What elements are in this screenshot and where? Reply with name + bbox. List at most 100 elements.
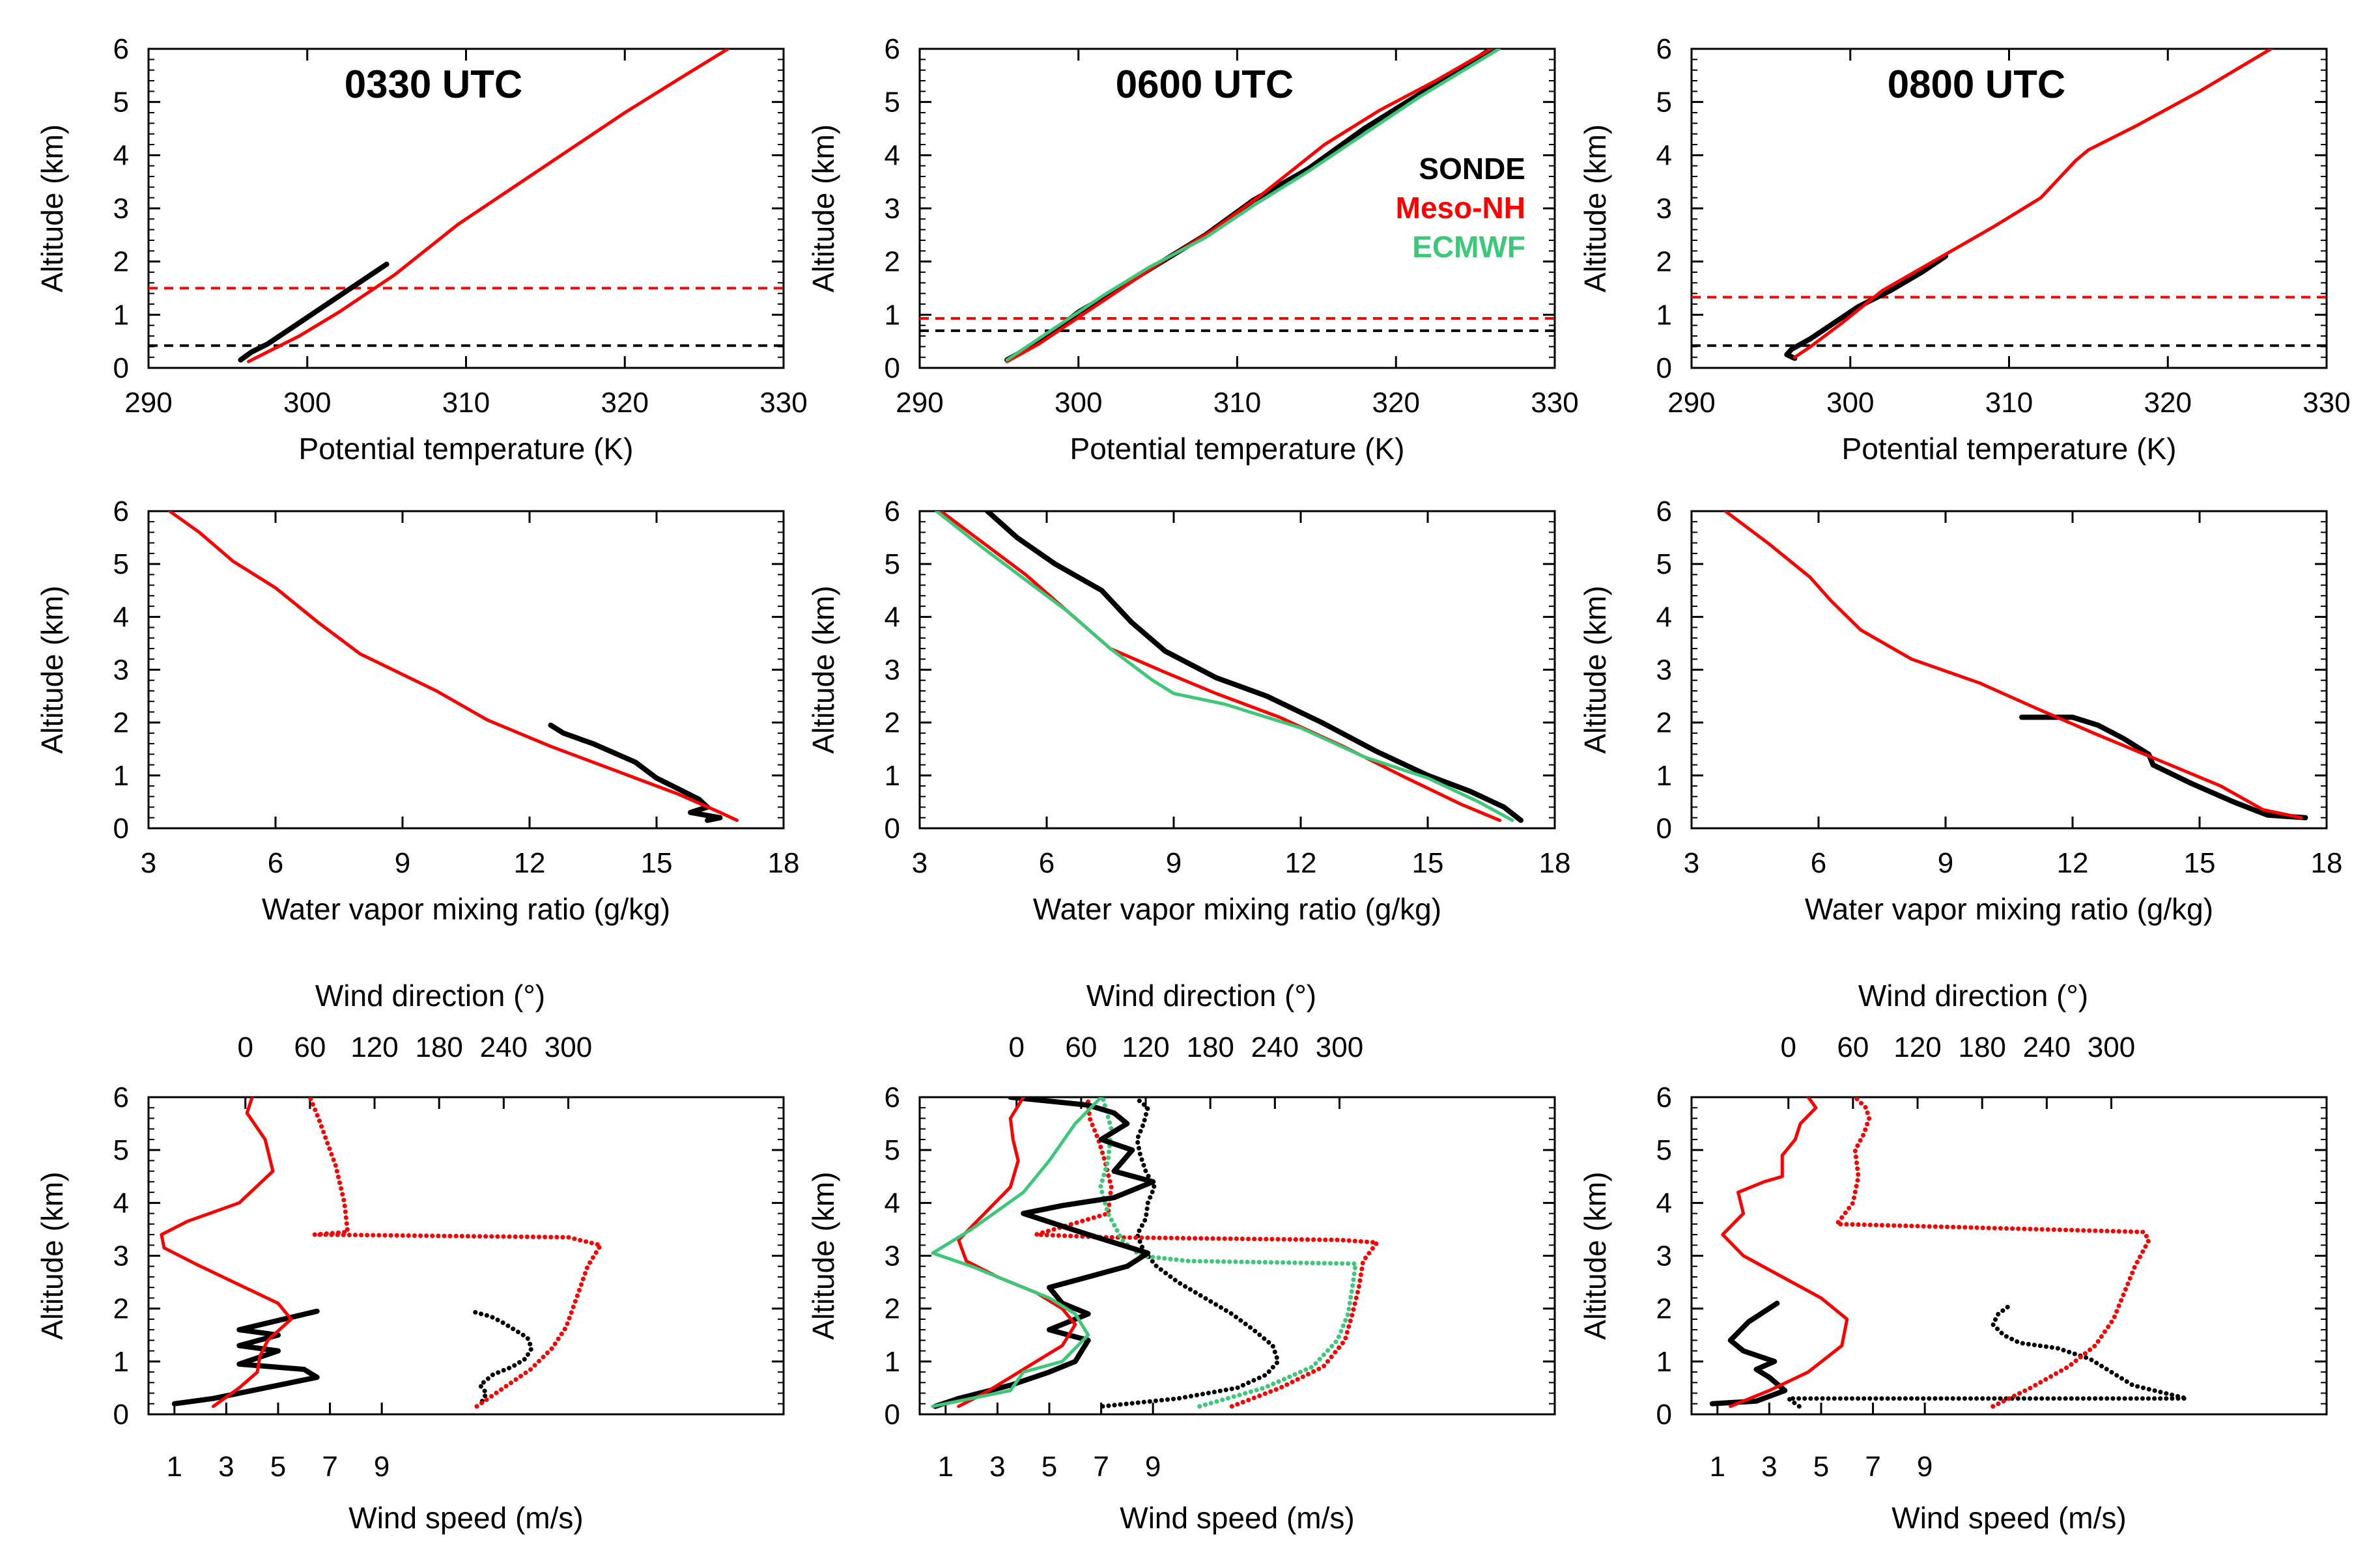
plot-area xyxy=(160,1097,603,1409)
x-tick-label: 12 xyxy=(2057,847,2089,879)
y-tick-label: 5 xyxy=(113,87,129,119)
x-tick-label: 15 xyxy=(1412,847,1444,879)
y-tick-label: 0 xyxy=(113,813,129,845)
speed-tick-label: 1 xyxy=(938,1451,954,1483)
x-axis-label: Potential temperature (K) xyxy=(1842,432,2177,466)
y-tick-label: 0 xyxy=(1656,1399,1672,1431)
speed-tick-label: 3 xyxy=(1761,1451,1777,1483)
direction-tick-label: 180 xyxy=(415,1031,462,1063)
y-tick-label: 0 xyxy=(113,1399,129,1431)
direction-tick-label: 120 xyxy=(1893,1031,1941,1063)
y-tick-label: 0 xyxy=(1656,352,1672,384)
speed-axis-label: Wind speed (m/s) xyxy=(1891,1501,2126,1535)
direction-tick-label: 0 xyxy=(237,1031,253,1063)
x-tick-label: 18 xyxy=(2311,847,2343,879)
y-axis-label: Altitude (km) xyxy=(1578,1171,1612,1339)
y-tick-label: 4 xyxy=(113,1187,129,1219)
x-axis-label: Potential temperature (K) xyxy=(1070,432,1405,466)
direction-tick-label: 300 xyxy=(545,1031,592,1063)
y-tick-label: 5 xyxy=(1656,87,1672,119)
y-tick-label: 1 xyxy=(885,1346,900,1378)
x-tick-label: 310 xyxy=(442,387,490,419)
panel-title: 0330 UTC xyxy=(345,63,522,106)
x-tick-label: 9 xyxy=(1166,847,1182,879)
plot-area xyxy=(168,511,739,823)
panel-theta-0800: 0 1 2 3 4 5 6 Altitude (km) 290 300 310 320 330 Poten… xyxy=(1578,33,2351,466)
x-tick-label: 6 xyxy=(1811,847,1826,879)
x-tick-label: 320 xyxy=(2144,387,2192,419)
plot-area xyxy=(1784,49,2273,361)
plot-area xyxy=(935,511,1523,823)
plot-area xyxy=(1004,49,1501,363)
y-tick-label: 1 xyxy=(1656,299,1672,331)
series-meso-nh-line xyxy=(939,511,1501,822)
series-meso-nh-line xyxy=(247,49,730,363)
legend-entry-meso-nh: Meso-NH xyxy=(1396,191,1525,225)
legend-entry-sonde: SONDE xyxy=(1419,152,1525,186)
panel-title: 0800 UTC xyxy=(1888,63,2065,106)
series-meso-nh-line xyxy=(1792,49,2273,359)
direction-tick-label: 300 xyxy=(2088,1031,2135,1063)
y-tick-label: 2 xyxy=(885,707,900,739)
speed-tick-label: 1 xyxy=(167,1451,182,1483)
direction-tick-label: 60 xyxy=(1837,1031,1869,1063)
speed-tick-label: 9 xyxy=(374,1451,390,1483)
y-tick-label: 0 xyxy=(885,1399,900,1431)
x-tick-label: 330 xyxy=(1531,387,1578,419)
x-tick-label: 3 xyxy=(141,847,156,879)
y-axis-label: Altitude (km) xyxy=(35,124,69,292)
y-axis-label: Altitude (km) xyxy=(806,124,840,292)
direction-tick-label: 240 xyxy=(1251,1031,1299,1063)
speed-sonde-line xyxy=(171,1308,320,1406)
speed-axis-label: Wind speed (m/s) xyxy=(1120,1501,1354,1535)
speed-tick-label: 5 xyxy=(270,1451,286,1483)
y-tick-label: 6 xyxy=(1656,33,1672,65)
x-tick-label: 330 xyxy=(2302,387,2350,419)
direction-meso-nh-line xyxy=(1034,1097,1380,1409)
direction-meso-nh-line xyxy=(307,1097,603,1409)
x-tick-label: 15 xyxy=(2184,847,2216,879)
y-tick-label: 6 xyxy=(113,1082,129,1113)
y-tick-label: 5 xyxy=(885,548,900,580)
y-axis-label: Altitude (km) xyxy=(806,585,840,753)
speed-tick-label: 5 xyxy=(1041,1451,1057,1483)
speed-tick-label: 3 xyxy=(989,1451,1005,1483)
direction-tick-label: 0 xyxy=(1008,1031,1024,1063)
y-tick-label: 1 xyxy=(885,299,900,331)
y-tick-label: 2 xyxy=(1656,707,1672,739)
x-tick-label: 290 xyxy=(896,387,943,419)
direction-meso-nh-line xyxy=(1834,1097,2151,1409)
panel-wind-0600: 0 1 2 3 4 5 6 Altitude (km) 1 3 5 7 9 0 60 120 180 240 300… xyxy=(806,979,1556,1535)
y-tick-label: 3 xyxy=(885,193,900,225)
x-tick-label: 320 xyxy=(1372,387,1420,419)
y-tick-label: 4 xyxy=(885,601,900,633)
y-tick-label: 3 xyxy=(113,1240,129,1272)
y-tick-label: 1 xyxy=(113,299,129,331)
x-tick-label: 3 xyxy=(912,847,928,879)
series-sonde-line xyxy=(238,261,390,363)
y-tick-label: 6 xyxy=(113,496,129,527)
y-tick-label: 3 xyxy=(1656,654,1672,686)
y-tick-label: 0 xyxy=(885,352,900,384)
direction-axis-label: Wind direction (°) xyxy=(315,979,545,1013)
x-tick-label: 6 xyxy=(268,847,283,879)
speed-tick-label: 1 xyxy=(1710,1451,1725,1483)
y-tick-label: 4 xyxy=(1656,139,1672,171)
x-tick-label: 300 xyxy=(283,387,331,419)
y-tick-label: 5 xyxy=(113,1134,129,1166)
direction-sonde-line xyxy=(469,1309,534,1404)
direction-ecmwf-line xyxy=(1098,1097,1358,1409)
speed-tick-label: 3 xyxy=(218,1451,234,1483)
x-tick-label: 6 xyxy=(1039,847,1055,879)
x-tick-label: 12 xyxy=(1285,847,1317,879)
speed-meso-nh-line xyxy=(1721,1097,1849,1408)
x-tick-label: 9 xyxy=(1938,847,1953,879)
direction-tick-label: 60 xyxy=(1065,1031,1097,1063)
y-tick-label: 0 xyxy=(113,352,129,384)
plot-frame xyxy=(147,510,785,830)
x-tick-label: 18 xyxy=(1539,847,1571,879)
speed-tick-label: 9 xyxy=(1145,1451,1161,1483)
y-tick-label: 2 xyxy=(113,1293,129,1325)
direction-sonde-line xyxy=(1786,1304,2189,1409)
y-axis-label: Altitude (km) xyxy=(1578,585,1612,753)
